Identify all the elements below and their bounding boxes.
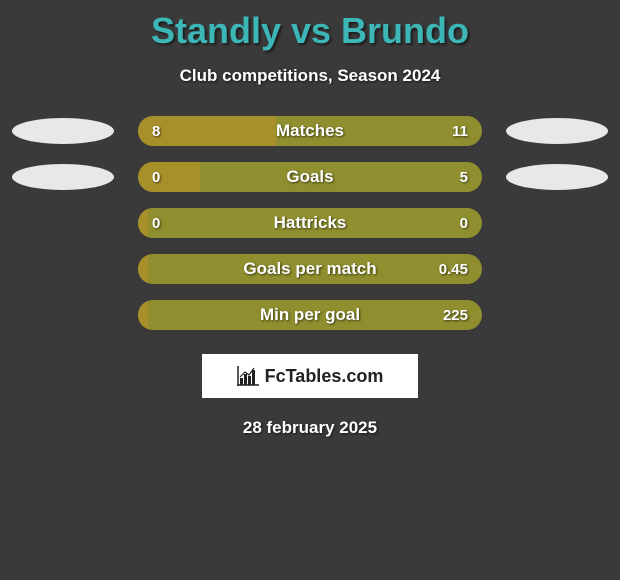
stat-label: Hattricks <box>138 213 482 233</box>
stat-row: Matches8 11 <box>0 116 620 146</box>
spacer <box>506 256 608 282</box>
date-label: 28 february 2025 <box>243 418 377 438</box>
stat-bar: Hattricks0 0 <box>138 208 482 238</box>
comparison-card: Standly vs Brundo Club competitions, Sea… <box>0 0 620 438</box>
stat-bar: Min per goal225 <box>138 300 482 330</box>
left-ellipse-icon <box>12 164 114 190</box>
spacer <box>506 210 608 236</box>
logo-badge: FcTables.com <box>202 354 418 398</box>
spacer <box>506 302 608 328</box>
stat-value-right: 0 <box>460 215 468 232</box>
spacer <box>12 302 114 328</box>
stat-value-right: 225 <box>443 307 468 324</box>
stat-row: Goals per match0.45 <box>0 254 620 284</box>
stat-value-left: 0 <box>152 169 160 186</box>
stat-value-left: 0 <box>152 215 160 232</box>
stat-label: Goals <box>138 167 482 187</box>
subtitle: Club competitions, Season 2024 <box>180 66 441 86</box>
stat-row: Min per goal225 <box>0 300 620 330</box>
right-ellipse-icon <box>506 164 608 190</box>
bar-chart-icon <box>237 366 259 386</box>
spacer <box>12 210 114 236</box>
spacer <box>12 256 114 282</box>
stat-label: Matches <box>138 121 482 141</box>
stat-row: Hattricks0 0 <box>0 208 620 238</box>
stat-bar: Matches8 11 <box>138 116 482 146</box>
page-title: Standly vs Brundo <box>151 10 469 52</box>
left-ellipse-icon <box>12 118 114 144</box>
stat-value-right: 5 <box>460 169 468 186</box>
stat-value-right: 11 <box>452 123 468 140</box>
right-ellipse-icon <box>506 118 608 144</box>
stat-bar: Goals per match0.45 <box>138 254 482 284</box>
stat-label: Goals per match <box>138 259 482 279</box>
stat-row: Goals0 5 <box>0 162 620 192</box>
logo-text: FcTables.com <box>265 366 384 387</box>
stat-value-right: 0.45 <box>439 261 468 278</box>
stat-value-left: 8 <box>152 123 160 140</box>
stat-bar: Goals0 5 <box>138 162 482 192</box>
stats-block: Matches811Goals05Hattricks00Goals per ma… <box>0 116 620 330</box>
stat-label: Min per goal <box>138 305 482 325</box>
